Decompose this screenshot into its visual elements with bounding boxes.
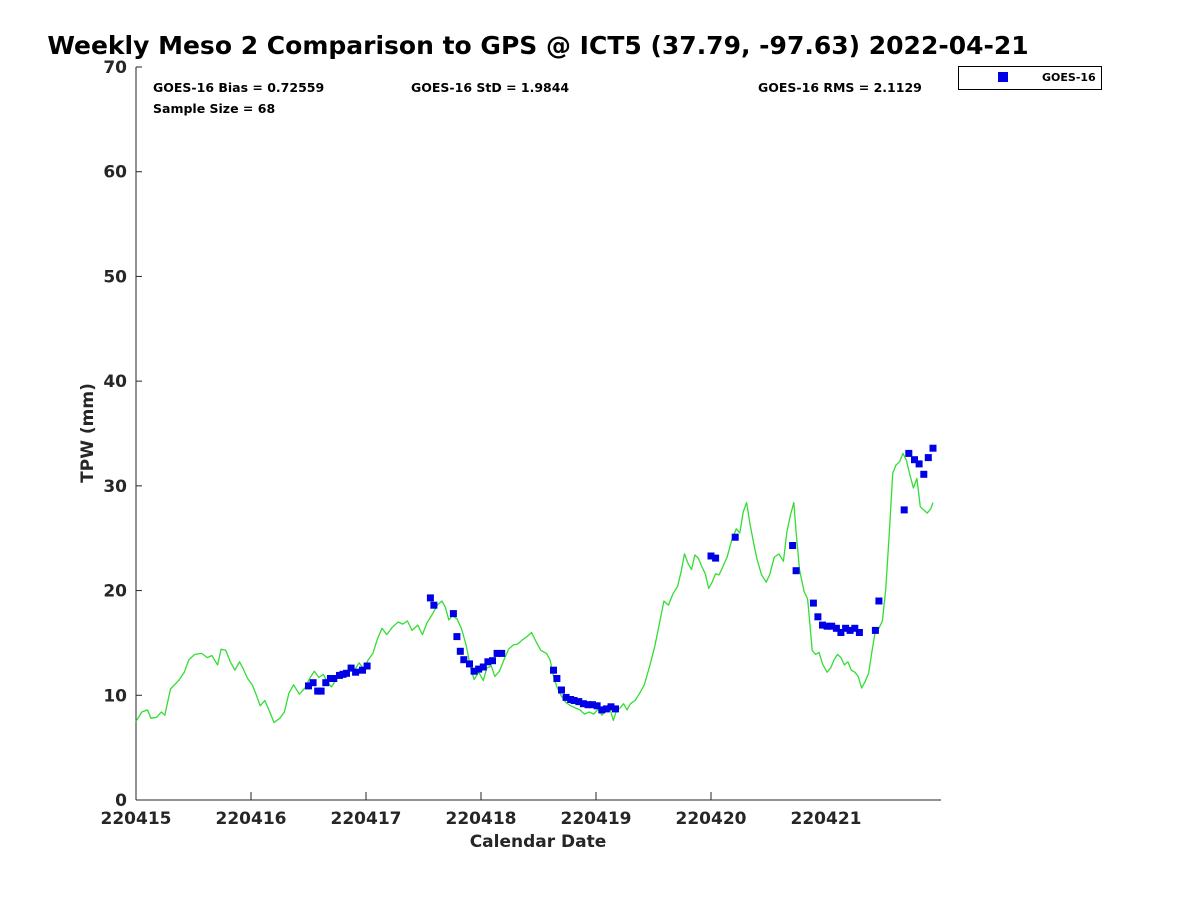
statistics-annotation: GOES-16 Bias = 0.72559 GOES-16 StD = 1.9… (153, 80, 922, 116)
goes16-data-point (430, 601, 438, 609)
y-tick-label: 40 (103, 372, 127, 392)
goes16-data-point (426, 594, 434, 602)
goes16-data-point (924, 454, 932, 462)
y-tick-label: 10 (103, 686, 127, 706)
goes16-data-point (456, 647, 464, 655)
goes16-data-point (929, 444, 937, 452)
sample-size-stat: Sample Size = 68 (153, 101, 275, 116)
goes16-data-point (602, 705, 610, 713)
goes16-data-point (789, 542, 797, 549)
goes16-data-point (792, 567, 800, 575)
goes16-data-point (479, 663, 487, 671)
goes16-data-point (579, 700, 587, 708)
goes16-data-point (823, 622, 831, 630)
x-tick-label: 220415 (101, 809, 172, 829)
goes16-data-point (359, 666, 366, 674)
x-tick-label: 220416 (216, 809, 287, 829)
goes16-data-point (920, 470, 928, 478)
plot-background (136, 67, 941, 800)
y-axis-ticks: 0 10 20 30 40 50 60 70 (103, 58, 142, 811)
legend-label-goes16: GOES-16 (1042, 71, 1096, 84)
goes16-data-point (851, 624, 859, 632)
goes16-data-point (837, 629, 845, 636)
goes16-data-point (498, 649, 506, 657)
goes16-data-point (905, 449, 913, 457)
goes16-data-point (846, 626, 854, 634)
bias-stat: GOES-16 Bias = 0.72559 (153, 80, 324, 95)
goes16-data-point (832, 624, 840, 632)
goes16-data-point (352, 668, 360, 676)
std-stat: GOES-16 StD = 1.9844 (411, 80, 569, 95)
goes16-data-point (707, 552, 715, 560)
y-tick-label: 50 (103, 267, 127, 287)
goes16-data-point (343, 669, 350, 677)
goes16-data-point (470, 667, 478, 675)
legend-marker-goes16 (998, 72, 1008, 82)
plot-area: 0 10 20 30 40 50 60 70 220415 220416 220417 220418… (101, 58, 941, 829)
goes16-data-point (363, 662, 371, 670)
y-tick-label: 30 (103, 477, 127, 497)
goes16-data-point (453, 633, 461, 641)
goes16-data-point (562, 693, 570, 701)
legend: GOES-16 (958, 66, 1102, 90)
goes16-data-point (570, 697, 578, 704)
goes16-data-point (593, 702, 601, 710)
goes16-data-point (347, 664, 355, 672)
goes16-data-point (558, 686, 565, 694)
goes16-data-point (915, 460, 923, 468)
y-tick-label: 20 (103, 582, 127, 602)
goes16-data-point (809, 599, 817, 607)
y-axis-label: TPW (mm) (78, 383, 98, 483)
goes16-data-point (842, 624, 850, 632)
goes16-data-point (828, 622, 836, 630)
gps-tpw-line (135, 452, 934, 724)
goes16-data-point (466, 660, 473, 668)
goes16-data-point (598, 706, 606, 714)
series-layer (135, 444, 937, 724)
goes16-data-point (489, 657, 496, 665)
goes16-data-point (814, 613, 822, 621)
legend-box (958, 66, 1102, 90)
x-axis-ticks: 220415 220416 220417 220418 220419 220420 2204… (101, 792, 862, 829)
goes16-data-point (612, 705, 619, 713)
goes16-data-point (875, 597, 883, 605)
goes16-data-point (911, 456, 918, 464)
x-tick-label: 220421 (791, 809, 862, 829)
x-tick-label: 220418 (446, 809, 517, 829)
goes16-data-point (855, 629, 863, 636)
goes16-data-point (305, 682, 312, 690)
x-tick-label: 220419 (561, 809, 632, 829)
goes16-data-point (449, 610, 457, 618)
goes16-data-point (322, 679, 330, 687)
goes16-data-point (607, 703, 615, 711)
goes16-data-point (553, 675, 561, 682)
y-tick-label: 60 (103, 163, 127, 183)
rms-stat: GOES-16 RMS = 2.1129 (758, 80, 922, 95)
goes16-data-point (550, 666, 557, 674)
goes16-data-point (575, 698, 583, 706)
goes16-data-point (309, 679, 317, 687)
goes16-data-point (900, 506, 908, 514)
goes16-data-point (584, 701, 592, 709)
goes16-data-point (589, 701, 596, 709)
goes16-data-point (819, 621, 826, 629)
goes16-data-point (475, 665, 483, 673)
goes16-data-point (712, 554, 720, 562)
goes16-data-point (460, 656, 468, 664)
goes16-data-point (330, 675, 338, 682)
x-tick-label: 220420 (676, 809, 747, 829)
y-tick-label: 0 (115, 791, 127, 811)
goes16-data-point (317, 687, 325, 695)
x-axis-label: Calendar Date (470, 832, 607, 852)
goes16-data-point (731, 533, 739, 541)
y-tick-label: 70 (103, 58, 127, 78)
goes16-data-point (871, 626, 879, 634)
chart-title: Weekly Meso 2 Comparison to GPS @ ICT5 (… (47, 31, 1028, 60)
x-tick-label: 220417 (331, 809, 402, 829)
goes16-data-point (493, 649, 501, 657)
goes16-data-point (484, 658, 492, 666)
